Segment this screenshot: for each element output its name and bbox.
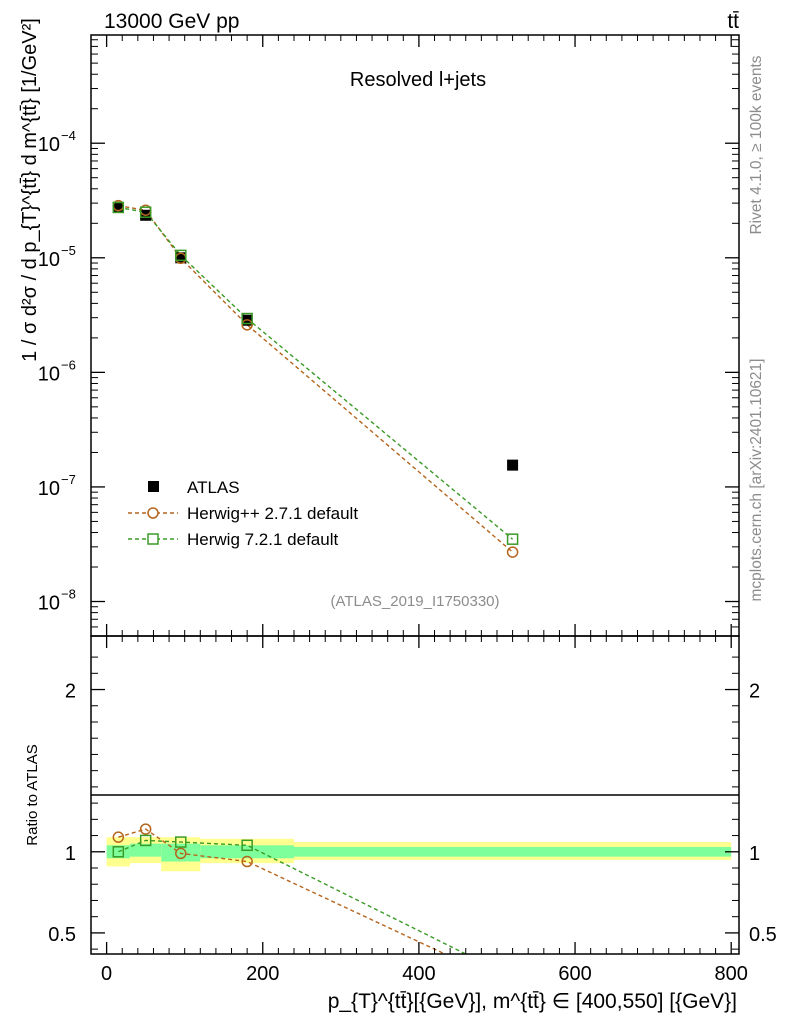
data-point-herwig7 bbox=[175, 249, 187, 262]
legend: ATLAS Herwig++ 2.7.1 default Herwig 7.2.… bbox=[128, 478, 358, 549]
y-tick-exponent: −7 bbox=[61, 472, 76, 487]
ratio-tick-label-right: 2 bbox=[749, 681, 760, 703]
y-tick-label: 10 bbox=[38, 363, 60, 385]
ratio-tick-label-right: 1 bbox=[749, 843, 760, 865]
data-point-herwigpp bbox=[506, 546, 519, 558]
band-green bbox=[293, 846, 732, 857]
legend-marker-herwigpp bbox=[147, 507, 159, 519]
y-tick-label: 10 bbox=[38, 478, 60, 500]
ratio-point-herwig7 bbox=[175, 836, 187, 848]
legend-marker-atlas bbox=[148, 481, 159, 492]
series-markers bbox=[112, 199, 519, 868]
ratio-y-axis-label: Ratio to ATLAS bbox=[24, 744, 41, 845]
data-point-herwig7 bbox=[139, 206, 152, 218]
y-tick-exponent: −5 bbox=[61, 243, 76, 258]
ratio-point-herwigpp bbox=[112, 831, 125, 843]
data-point-herwig7 bbox=[241, 312, 253, 325]
y-tick-exponent: −6 bbox=[61, 357, 76, 372]
ratio-tick-label: 1 bbox=[65, 843, 76, 865]
ratio-point-herwigpp bbox=[175, 847, 187, 860]
series-line-ratio bbox=[118, 839, 468, 954]
energy-label: 13000 GeV pp bbox=[104, 10, 239, 33]
y-tick-label: 10 bbox=[38, 134, 60, 156]
y-tick-exponent: −8 bbox=[61, 587, 76, 602]
chart-title: Resolved l+jets bbox=[350, 69, 486, 91]
analysis-id-label: (ATLAS_2019_I1750330) bbox=[330, 593, 499, 610]
legend-marker-herwig7 bbox=[147, 533, 159, 545]
rivet-version-label: Rivet 4.1.0, ≥ 100k events bbox=[748, 55, 765, 234]
x-tick-label: 400 bbox=[402, 963, 435, 985]
x-tick-label: 200 bbox=[246, 963, 279, 985]
band-green bbox=[200, 845, 294, 859]
ratio-point-herwig7 bbox=[139, 834, 152, 847]
x-axis-label: p_{T}^{tt̄}[{GeV}], m^{tt̄} ∈ [400,550] … bbox=[328, 990, 737, 1013]
series-line-main bbox=[118, 206, 514, 540]
ratio-point-herwig7 bbox=[241, 839, 253, 852]
y-tick-label: 10 bbox=[38, 249, 60, 271]
ratio-plot-frame bbox=[90, 635, 740, 955]
data-point-atlas bbox=[507, 459, 519, 471]
data-point-herwig7 bbox=[112, 201, 125, 214]
legend-label-herwig7: Herwig 7.2.1 default bbox=[187, 530, 338, 549]
y-tick-label: 10 bbox=[38, 593, 60, 615]
data-point-herwig7 bbox=[506, 533, 519, 545]
uncertainty-bands bbox=[106, 837, 732, 872]
y-tick-exponent: −4 bbox=[61, 128, 76, 143]
series-line-ratio bbox=[118, 828, 447, 954]
ratio-tick-label: 2 bbox=[65, 681, 76, 703]
legend-label-herwigpp: Herwig++ 2.7.1 default bbox=[187, 504, 358, 523]
ratio-point-herwig7 bbox=[112, 846, 125, 858]
x-tick-label: 800 bbox=[715, 963, 748, 985]
ratio-tick-label-right: 0.5 bbox=[749, 924, 777, 946]
data-point-atlas bbox=[112, 201, 124, 213]
process-label: tt̄ bbox=[727, 10, 739, 33]
mcplots-label: mcplots.cern.ch [arXiv:2401.10621] bbox=[748, 359, 765, 602]
ratio-point-herwigpp bbox=[139, 823, 152, 835]
legend-label-atlas: ATLAS bbox=[187, 478, 240, 497]
data-point-herwigpp bbox=[241, 319, 253, 331]
x-tick-label: 0 bbox=[101, 963, 112, 985]
band-green bbox=[130, 843, 162, 857]
data-point-atlas bbox=[175, 252, 187, 264]
main-y-axis-label: 1 / σ d²σ / d p_{T}^{tt̄} d m^{tt̄} [1/G… bbox=[19, 18, 41, 362]
ratio-point-herwigpp bbox=[241, 855, 253, 868]
ratio-tick-label: 0.5 bbox=[48, 924, 76, 946]
x-tick-label: 600 bbox=[558, 963, 591, 985]
